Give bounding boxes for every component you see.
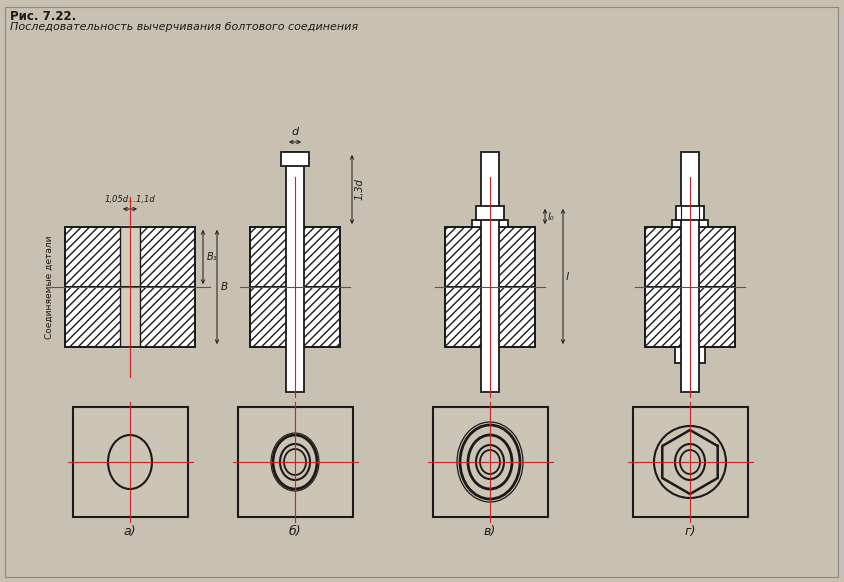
Bar	[281, 152, 309, 166]
Bar	[73, 407, 187, 517]
Text: 1,3d: 1,3d	[355, 179, 365, 200]
Text: 1,05d...1,1d: 1,05d...1,1d	[105, 195, 155, 204]
Text: l: l	[566, 271, 569, 282]
Bar	[481, 150, 499, 394]
Text: Соединяемые детали: Соединяемые детали	[45, 235, 53, 339]
Text: l₀: l₀	[548, 211, 555, 222]
Bar	[645, 227, 735, 287]
Bar	[481, 152, 499, 392]
Bar	[645, 287, 735, 347]
Bar	[250, 227, 340, 287]
Bar	[472, 220, 508, 227]
Bar	[681, 152, 699, 392]
Bar	[676, 206, 704, 220]
Text: Последовательность вычерчивания болтового соединения: Последовательность вычерчивания болтовог…	[10, 22, 358, 32]
Bar	[632, 407, 748, 517]
Bar	[445, 287, 535, 347]
Text: б): б)	[289, 525, 301, 538]
Bar	[445, 287, 535, 347]
Bar	[250, 287, 340, 347]
Text: B₁: B₁	[207, 252, 218, 262]
Bar	[476, 206, 504, 220]
Bar	[645, 227, 735, 287]
Bar	[286, 150, 304, 394]
Bar	[65, 287, 195, 347]
Bar	[237, 407, 353, 517]
Bar	[672, 220, 708, 227]
Text: г): г)	[684, 525, 695, 538]
Text: а): а)	[124, 525, 136, 538]
Text: B: B	[221, 282, 228, 292]
Bar	[65, 227, 195, 287]
Bar	[645, 287, 735, 347]
Bar	[65, 287, 195, 347]
Bar	[445, 227, 535, 287]
Bar	[432, 407, 548, 517]
Bar	[120, 225, 140, 349]
Text: в): в)	[484, 525, 496, 538]
Text: Рис. 7.22.: Рис. 7.22.	[10, 10, 76, 23]
Bar	[681, 150, 699, 394]
Text: d: d	[291, 127, 299, 137]
Bar	[286, 152, 304, 392]
Bar	[445, 227, 535, 287]
Bar	[675, 347, 705, 363]
Bar	[250, 227, 340, 287]
Bar	[65, 227, 195, 287]
Bar	[250, 287, 340, 347]
